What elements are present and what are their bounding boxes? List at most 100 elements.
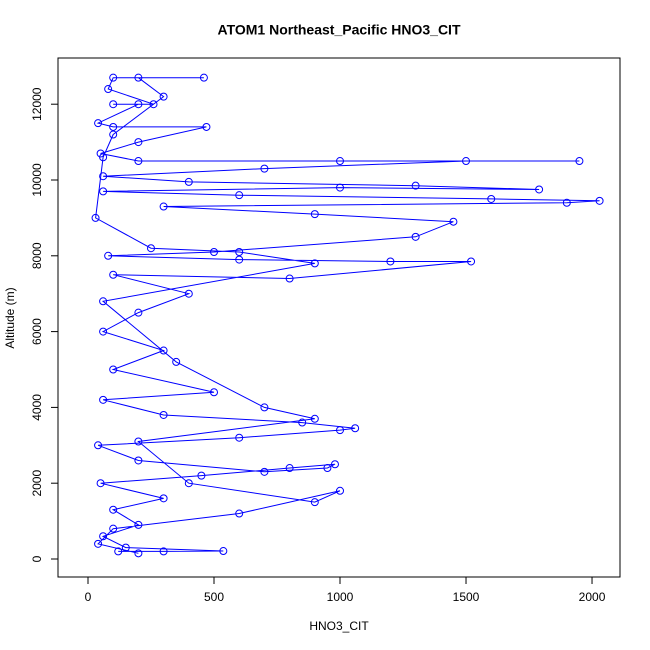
data-point	[121, 543, 130, 552]
data-point	[96, 479, 105, 488]
y-axis-label: Altitude (m)	[3, 287, 17, 348]
data-point	[310, 210, 319, 219]
data-point	[146, 244, 155, 253]
data-point	[109, 130, 118, 139]
chart-title: ATOM1 Northeast_Pacific HNO3_CIT	[218, 22, 461, 38]
data-point	[336, 426, 345, 435]
data-point	[114, 547, 123, 556]
y-tick-label: 4000	[30, 394, 44, 421]
data-point	[104, 85, 113, 94]
y-tick-label: 6000	[30, 318, 44, 345]
data-point	[411, 181, 420, 190]
data-point	[109, 505, 118, 514]
data-point	[134, 157, 143, 166]
data-point	[159, 202, 168, 211]
data-point	[235, 191, 244, 200]
data-point	[99, 297, 108, 306]
data-point	[467, 257, 476, 266]
data-point	[562, 198, 571, 207]
data-point	[134, 100, 143, 109]
data-point	[134, 520, 143, 529]
data-point	[386, 257, 395, 266]
data-point	[159, 547, 168, 556]
data-point	[94, 119, 103, 128]
data-point	[235, 433, 244, 442]
data-point	[219, 547, 228, 556]
data-point	[134, 138, 143, 147]
x-tick-label: 2000	[579, 590, 606, 604]
data-point	[351, 424, 360, 433]
y-tick-label: 8000	[30, 242, 44, 269]
data-point	[134, 308, 143, 317]
data-point	[109, 365, 118, 374]
data-point	[260, 467, 269, 476]
data-point	[109, 270, 118, 279]
data-point	[184, 289, 193, 298]
data-point	[595, 196, 604, 205]
data-point	[134, 73, 143, 82]
data-point	[99, 172, 108, 181]
data-point	[99, 327, 108, 336]
y-tick-label: 12000	[30, 87, 44, 121]
data-point	[411, 232, 420, 241]
plot-frame	[57, 57, 621, 578]
data-point	[310, 259, 319, 268]
data-line	[95, 77, 600, 554]
data-point	[330, 460, 339, 469]
data-point	[109, 100, 118, 109]
data-point	[202, 122, 211, 131]
data-point	[298, 418, 307, 427]
data-point	[109, 524, 118, 533]
data-point	[172, 357, 181, 366]
data-point	[134, 437, 143, 446]
data-point	[535, 185, 544, 194]
data-point	[209, 248, 218, 257]
data-point	[94, 539, 103, 548]
data-point	[209, 388, 218, 397]
data-point	[575, 157, 584, 166]
data-point	[134, 456, 143, 465]
data-point	[184, 479, 193, 488]
data-point	[336, 183, 345, 192]
data-point	[235, 248, 244, 257]
data-point	[99, 153, 108, 162]
y-tick-label: 2000	[30, 470, 44, 497]
data-point	[94, 441, 103, 450]
data-point	[462, 157, 471, 166]
data-point	[184, 177, 193, 186]
data-point	[109, 122, 118, 131]
data-point	[487, 194, 496, 203]
data-point	[260, 164, 269, 173]
data-point	[285, 274, 294, 283]
data-point	[159, 92, 168, 101]
x-axis-label: HNO3_CIT	[309, 619, 369, 633]
data-point	[336, 486, 345, 495]
x-tick-label: 1000	[327, 590, 354, 604]
data-point	[310, 414, 319, 423]
data-point	[99, 532, 108, 541]
data-point	[91, 213, 100, 222]
data-point	[159, 494, 168, 503]
y-tick-label: 10000	[30, 163, 44, 197]
data-point	[149, 100, 158, 109]
y-tick-label: 0	[30, 555, 44, 562]
data-point	[235, 255, 244, 264]
data-point	[285, 464, 294, 473]
data-point	[99, 395, 108, 404]
data-point	[449, 217, 458, 226]
x-tick-label: 500	[204, 590, 224, 604]
data-point	[134, 549, 143, 558]
data-point	[159, 346, 168, 355]
data-point	[260, 403, 269, 412]
data-point	[323, 464, 332, 473]
data-point	[310, 498, 319, 507]
data-point	[109, 73, 118, 82]
x-tick-label: 1500	[453, 590, 480, 604]
data-point	[99, 187, 108, 196]
data-point	[104, 251, 113, 260]
data-point	[336, 157, 345, 166]
data-point	[199, 73, 208, 82]
data-point	[235, 509, 244, 518]
x-tick-label: 0	[85, 590, 92, 604]
